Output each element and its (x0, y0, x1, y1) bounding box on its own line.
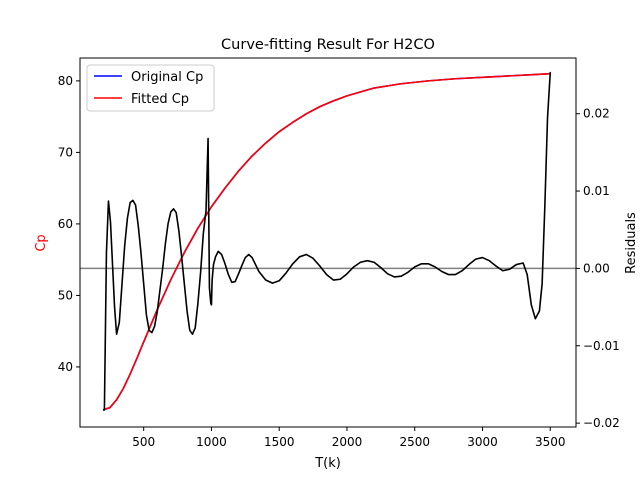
fitted-cp-line (102, 72, 551, 411)
original-cp-line (102, 72, 551, 411)
y-right-tick-label: −0.02 (583, 416, 620, 430)
legend-label-fitted: Fitted Cp (131, 92, 189, 107)
legend-label-original: Original Cp (131, 70, 203, 85)
series-layer (102, 71, 552, 411)
y-left-tick-label: 40 (58, 360, 73, 374)
y-left-tick-label: 60 (58, 217, 73, 231)
plot-frame (79, 57, 577, 428)
y-left-tick-label: 80 (58, 74, 73, 88)
x-tick-label: 2000 (332, 435, 363, 449)
x-axis-ticks: 500 1000 1500 2000 2500 3000 3500 (132, 427, 566, 449)
y-left-tick-label: 70 (58, 145, 73, 159)
y-right-tick-label: −0.01 (583, 339, 620, 353)
y-left-axis-label: Cp (34, 234, 49, 251)
y-right-tick-label: 0.00 (583, 261, 610, 275)
x-tick-label: 3500 (535, 435, 566, 449)
y-right-axis-ticks: −0.02 −0.01 0.00 0.01 0.02 (576, 107, 620, 430)
y-right-tick-label: 0.02 (583, 107, 610, 121)
x-tick-label: 3000 (467, 435, 498, 449)
residuals-line (103, 71, 552, 411)
x-tick-label: 1000 (196, 435, 227, 449)
x-axis-label: T(k) (314, 456, 341, 471)
chart-title: Curve-fitting Result For H2CO (221, 37, 435, 53)
x-tick-label: 500 (132, 435, 155, 449)
x-tick-label: 1500 (264, 435, 295, 449)
x-tick-label: 2500 (399, 435, 430, 449)
y-left-tick-label: 50 (58, 288, 73, 302)
y-left-axis-ticks: 40 50 60 70 80 (58, 74, 80, 374)
y-right-tick-label: 0.01 (583, 184, 610, 198)
y-right-axis-label: Residuals (624, 212, 639, 274)
legend: Original Cp Fitted Cp (86, 64, 215, 112)
